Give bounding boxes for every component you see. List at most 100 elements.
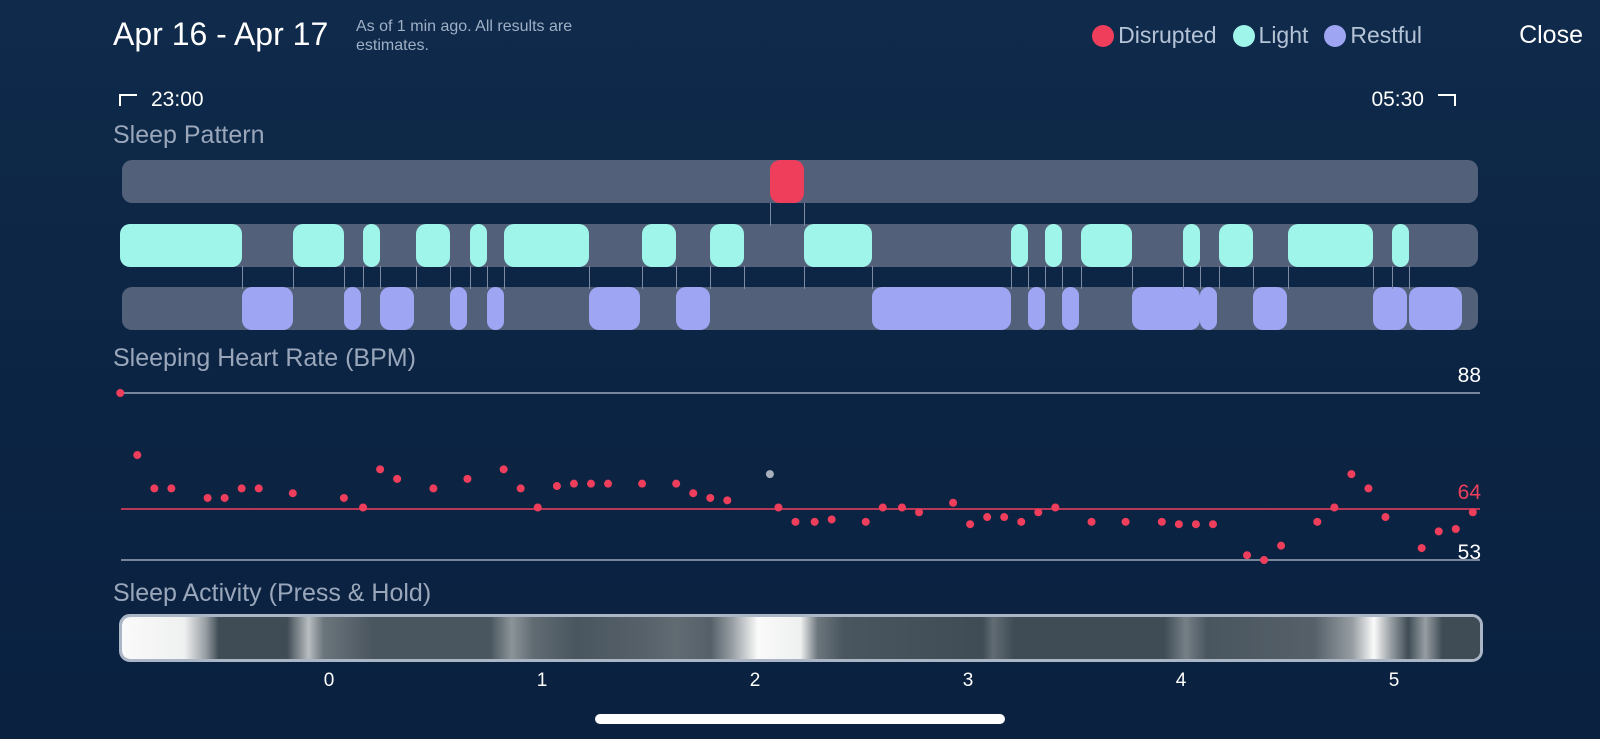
transition-line — [1391, 266, 1393, 289]
light-segment — [1219, 224, 1254, 267]
heart-rate-point — [569, 479, 578, 488]
transition-line — [1219, 266, 1221, 289]
page-title: Apr 16 - Apr 17 — [113, 16, 329, 52]
restful-segment — [1132, 287, 1201, 330]
heart-rate-point — [133, 451, 142, 460]
min-value-label: 53 — [1458, 541, 1481, 564]
heart-rate-point — [463, 474, 472, 483]
sleep-activity-heading: Sleep Activity (Press & Hold) — [113, 579, 432, 607]
restful-segment — [676, 287, 711, 330]
transition-line — [872, 266, 874, 289]
heart-rate-point — [288, 489, 297, 498]
axis-tick-label: 4 — [1175, 670, 1187, 691]
transition-line — [744, 266, 746, 289]
light-segment — [803, 224, 873, 267]
transition-line — [241, 266, 243, 289]
transition-line — [380, 266, 382, 289]
home-indicator[interactable] — [595, 714, 1005, 724]
heart-rate-point — [254, 484, 263, 493]
light-segment — [710, 224, 745, 267]
restful-dot-icon — [1324, 24, 1347, 47]
heart-rate-point — [915, 508, 924, 517]
heart-rate-point — [429, 484, 438, 493]
transition-line — [769, 203, 771, 226]
heart-rate-point — [604, 479, 613, 488]
restful-segment — [1061, 287, 1079, 330]
transition-line — [803, 203, 805, 226]
light-track — [120, 224, 1478, 267]
heart-rate-point — [1364, 484, 1373, 493]
heart-rate-point — [116, 389, 125, 397]
disrupted-dot-icon — [1092, 24, 1115, 47]
heart-rate-point — [723, 496, 732, 505]
restful-segment — [486, 287, 504, 330]
heart-rate-point — [203, 493, 212, 502]
legend-label: Light — [1258, 22, 1309, 48]
restful-segment — [1027, 287, 1045, 330]
heart-rate-point — [220, 493, 229, 502]
disrupted-segment — [769, 160, 804, 203]
close-button[interactable]: Close — [1519, 21, 1583, 49]
heart-rate-point — [810, 517, 819, 526]
light-segment — [1080, 224, 1132, 267]
legend-item-disrupted: Disrupted — [1092, 22, 1217, 49]
transition-line — [1132, 266, 1133, 289]
transition-line — [292, 266, 294, 289]
heart-rate-point — [1243, 551, 1252, 560]
transition-line — [469, 266, 471, 289]
light-segment — [642, 224, 677, 267]
heart-rate-point — [1191, 520, 1200, 529]
heart-rate-point — [1347, 470, 1356, 479]
heart-rate-point — [966, 520, 975, 529]
heart-rate-point — [827, 515, 836, 524]
axis-tick-label: 0 — [323, 670, 335, 691]
heart-rate-point — [1313, 517, 1322, 526]
heart-rate-point — [672, 479, 681, 488]
heart-rate-point — [1121, 517, 1130, 526]
axis-tick-label: 5 — [1388, 670, 1400, 691]
heart-rate-point — [1174, 520, 1183, 529]
end-bracket-icon — [1438, 94, 1456, 106]
transition-line — [450, 266, 452, 289]
light-segment — [1391, 224, 1409, 267]
axis-tick-label: 1 — [536, 670, 548, 691]
light-segment — [292, 224, 344, 267]
heart-rate-point — [339, 493, 348, 502]
heart-rate-point — [376, 465, 385, 474]
sleep-activity-bar[interactable] — [119, 614, 1483, 662]
heart-rate-point — [689, 489, 698, 498]
start-bracket-icon — [119, 94, 137, 106]
restful-segment — [1408, 287, 1463, 330]
heart-rate-point — [533, 503, 542, 512]
heart-rate-point — [1157, 517, 1166, 526]
heart-rate-point — [1451, 524, 1460, 533]
restful-segment — [241, 287, 293, 330]
light-segment — [1287, 224, 1373, 267]
transition-line — [343, 266, 345, 289]
transition-line — [1287, 266, 1289, 289]
transition-line — [1372, 266, 1374, 289]
transition-line — [710, 266, 712, 289]
subtitle: As of 1 min ago. All results are estimat… — [356, 18, 573, 54]
end-time: 05:30 — [1371, 88, 1456, 112]
restful-segment — [1200, 287, 1218, 330]
light-dot-icon — [1232, 24, 1255, 47]
average-value-label: 64 — [1458, 481, 1482, 504]
heart-rate-point — [1034, 508, 1043, 517]
heart-rate-point — [897, 503, 906, 512]
light-segment — [1183, 224, 1201, 267]
light-segment — [120, 224, 242, 267]
transition-line — [1080, 266, 1082, 289]
heart-rate-point — [878, 503, 887, 512]
heart-rate-point — [983, 513, 992, 522]
legend: Disrupted Light Restful — [1092, 22, 1422, 49]
max-value-label: 88 — [1458, 364, 1481, 387]
heart-rate-point — [1260, 556, 1269, 564]
heart-rate-point — [1208, 520, 1217, 529]
heart-rate-point — [586, 479, 595, 488]
light-segment — [503, 224, 589, 267]
transition-line — [486, 266, 488, 289]
heart-rate-point — [359, 503, 368, 512]
transition-line — [1010, 266, 1012, 289]
heart-rate-point — [949, 498, 958, 507]
